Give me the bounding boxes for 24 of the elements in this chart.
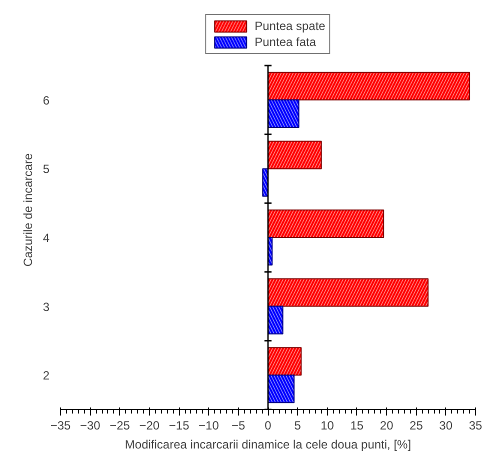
y-tick-label: 4 xyxy=(42,231,50,246)
x-tick-label: −5 xyxy=(232,418,246,432)
x-tick-label: −10 xyxy=(198,418,220,432)
legend-label: Puntea spate xyxy=(254,19,326,33)
x-tick-label: 35 xyxy=(468,418,482,432)
x-tick-label: 15 xyxy=(350,418,364,432)
x-tick-label: −35 xyxy=(50,418,72,432)
x-tick-label: −25 xyxy=(110,418,130,432)
y-tick-label: 5 xyxy=(42,162,50,176)
y-tick-label: 3 xyxy=(42,300,50,314)
x-tick-label: 25 xyxy=(410,418,424,432)
x-tick-label: −20 xyxy=(139,418,160,432)
y-axis-title: Cazurile de incarcare xyxy=(20,152,35,267)
x-tick-label: 20 xyxy=(380,418,394,432)
x-tick-label: 5 xyxy=(294,418,302,432)
x-tick-label: −15 xyxy=(168,418,190,432)
x-axis-title: Modificarea incarcarii dinamice la cele doua punti, [%] xyxy=(124,438,412,452)
y-tick-label: 2 xyxy=(42,368,50,383)
x-tick-label: 30 xyxy=(439,418,453,432)
x-tick-label: 10 xyxy=(320,418,334,432)
y-tick-label: 6 xyxy=(42,93,50,108)
x-tick-label: −30 xyxy=(80,418,101,432)
legend-label: Puntea fata xyxy=(254,35,316,49)
x-tick-label: 0 xyxy=(264,418,272,432)
